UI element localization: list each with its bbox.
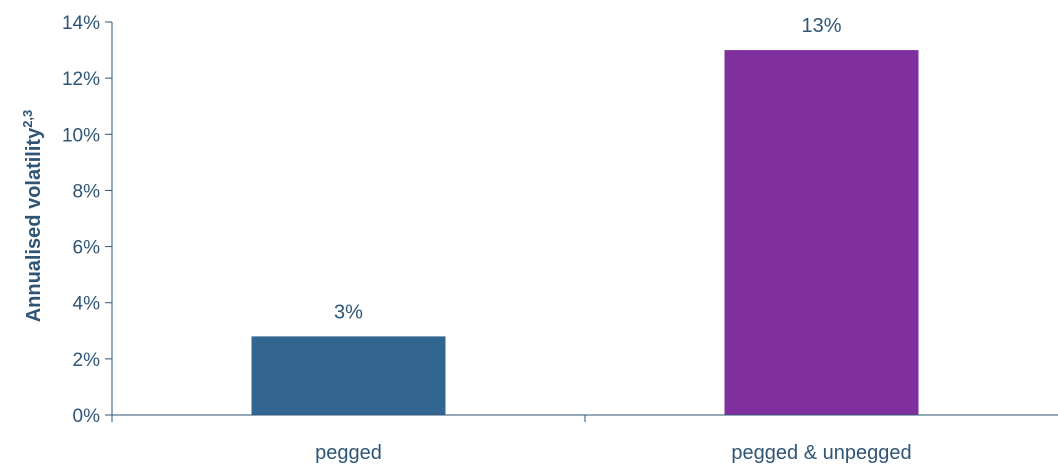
y-axis-title: Annualised volatility2,3 — [20, 110, 45, 323]
y-tick-label: 8% — [73, 181, 101, 202]
y-tick-label: 0% — [73, 406, 101, 427]
x-category-label: pegged & unpegged — [731, 442, 911, 464]
bar-value-label: 3% — [334, 301, 363, 323]
y-tick-label: 12% — [62, 69, 100, 90]
y-tick-label: 6% — [73, 238, 101, 259]
y-tick-label: 4% — [73, 294, 101, 315]
y-axis: 0% 2% 4% 6% 8% 10% 12% 14% — [62, 13, 113, 427]
bar-pegged — [251, 336, 446, 415]
y-axis-title-superscript: 2,3 — [20, 110, 35, 128]
y-tick-label: 10% — [62, 125, 100, 146]
y-axis-title-text: Annualised volatility — [23, 127, 45, 322]
bar-pegged-unpegged — [724, 50, 919, 415]
bars-group: 3% 13% — [251, 15, 919, 415]
y-tick-label: 2% — [73, 350, 101, 371]
x-category-label: pegged — [315, 442, 382, 464]
y-tick-label: 14% — [62, 13, 100, 34]
x-axis: pegged pegged & unpegged — [111, 414, 1058, 464]
bar-value-label: 13% — [801, 15, 841, 37]
